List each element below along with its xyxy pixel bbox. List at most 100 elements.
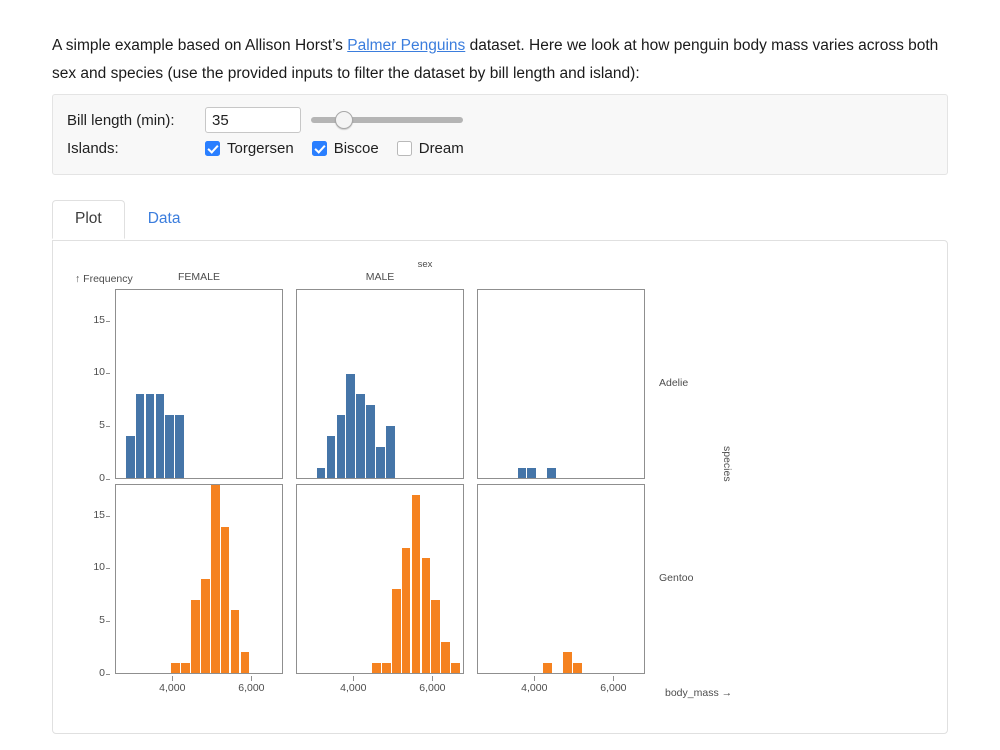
checkbox-torgersen-label: Torgersen bbox=[227, 140, 294, 157]
histogram-bar bbox=[431, 599, 441, 673]
inputs-panel: Bill length (min): Islands: Torgersen Bi… bbox=[52, 94, 948, 175]
histogram-bar bbox=[572, 662, 582, 673]
histogram-bar bbox=[391, 589, 401, 673]
x-tick-label: 6,000 bbox=[591, 676, 635, 694]
facet-panel bbox=[477, 484, 645, 674]
histogram-bar bbox=[441, 641, 450, 673]
tab-data[interactable]: Data bbox=[147, 210, 181, 227]
facet-panel bbox=[296, 484, 464, 674]
facet-col-title-sex: sex bbox=[417, 259, 433, 270]
checkbox-torgersen[interactable]: Torgersen bbox=[205, 140, 294, 157]
histogram-bar bbox=[385, 425, 395, 478]
bill-length-input[interactable] bbox=[205, 107, 301, 133]
islands-row: Islands: Torgersen Biscoe Dream bbox=[67, 140, 482, 157]
facet-col-label-female: FEMALE bbox=[177, 271, 220, 283]
checkbox-biscoe[interactable]: Biscoe bbox=[311, 140, 379, 157]
histogram-bar bbox=[145, 394, 155, 478]
histogram-bar bbox=[326, 436, 336, 478]
checkbox-torgersen-box[interactable] bbox=[205, 141, 220, 156]
tab-bar: Plot Data bbox=[52, 199, 203, 239]
palmer-penguins-link[interactable]: Palmer Penguins bbox=[347, 36, 466, 54]
histogram-bar bbox=[181, 662, 190, 673]
histogram-bars bbox=[116, 290, 282, 478]
checkbox-dream-box[interactable] bbox=[396, 141, 412, 156]
histogram-bar bbox=[562, 652, 572, 673]
checkbox-dream-label: Dream bbox=[418, 140, 464, 157]
facet-panel bbox=[115, 484, 283, 674]
x-axis-title: body_mass → bbox=[665, 687, 733, 699]
histogram-bars bbox=[478, 290, 644, 478]
tab-plot[interactable]: Plot bbox=[52, 200, 125, 239]
histogram-bar bbox=[372, 662, 381, 673]
histogram-bar bbox=[366, 404, 375, 478]
y-tick-label: 5 bbox=[81, 614, 110, 626]
y-tick-label: 0 bbox=[81, 472, 110, 484]
tab-panel-plot: ↑ Frequency body_mass → species sex FEMA… bbox=[52, 240, 948, 734]
bill-length-row: Bill length (min): bbox=[67, 107, 463, 133]
histogram-bars bbox=[297, 485, 463, 673]
histogram-bars bbox=[116, 485, 282, 673]
facet-panel bbox=[115, 289, 283, 479]
facet-row-title-species: species bbox=[721, 446, 733, 482]
slider-thumb[interactable] bbox=[335, 111, 353, 129]
histogram-bar bbox=[547, 467, 556, 478]
y-tick-label: 15 bbox=[81, 314, 110, 326]
histogram-bar bbox=[210, 485, 220, 673]
histogram-bar bbox=[376, 446, 385, 478]
y-tick-label: 10 bbox=[81, 366, 110, 378]
histogram-bar bbox=[135, 394, 145, 478]
facet-row-label-adelie: Adelie bbox=[659, 377, 689, 389]
histogram-bar bbox=[527, 467, 537, 478]
islands-label: Islands: bbox=[67, 140, 119, 157]
histogram-bar bbox=[517, 467, 527, 478]
histogram-bar bbox=[543, 662, 552, 673]
islands-checkbox-group: Torgersen Biscoe Dream bbox=[205, 140, 482, 157]
slider-track bbox=[311, 117, 463, 123]
histogram-bar bbox=[171, 662, 180, 673]
facet-col-label-male: MALE bbox=[365, 271, 395, 283]
histogram-bar bbox=[411, 495, 421, 673]
facet-row-label-gentoo: Gentoo bbox=[659, 572, 694, 584]
y-tick-label: 0 bbox=[81, 667, 110, 679]
x-tick-label: 4,000 bbox=[331, 676, 375, 694]
y-tick-label: 5 bbox=[81, 419, 110, 431]
histogram-bar bbox=[165, 415, 175, 478]
checkbox-dream[interactable]: Dream bbox=[396, 140, 464, 157]
x-tick-label: 6,000 bbox=[410, 676, 454, 694]
histogram-bar bbox=[240, 652, 250, 673]
facet-panel bbox=[296, 289, 464, 479]
x-tick-label: 6,000 bbox=[229, 676, 273, 694]
histogram-bar bbox=[346, 373, 356, 478]
histogram-bar bbox=[401, 547, 411, 673]
y-tick-label: 10 bbox=[81, 561, 110, 573]
histogram-bar bbox=[125, 436, 135, 478]
histogram-bar bbox=[155, 394, 165, 478]
histogram-bar bbox=[316, 467, 326, 478]
histogram-bars bbox=[297, 290, 463, 478]
checkbox-biscoe-label: Biscoe bbox=[333, 140, 379, 157]
intro-paragraph: A simple example based on Allison Horst’… bbox=[52, 32, 952, 88]
histogram-bar bbox=[451, 662, 460, 673]
histogram-bars bbox=[478, 485, 644, 673]
histogram-bar bbox=[191, 599, 200, 673]
histogram-bar bbox=[421, 558, 431, 673]
histogram-bar bbox=[230, 610, 240, 673]
bill-length-slider[interactable] bbox=[311, 109, 463, 131]
facet-panel bbox=[477, 289, 645, 479]
histogram-bar bbox=[200, 579, 210, 673]
histogram-bar bbox=[381, 662, 391, 673]
penguin-histogram-facet-plot: ↑ Frequency body_mass → species sex FEMA… bbox=[53, 241, 949, 735]
intro-text-after: dataset. Here we look at how penguin bod… bbox=[52, 36, 939, 82]
y-tick-label: 15 bbox=[81, 509, 110, 521]
intro-text-before: A simple example based on Allison Horst’… bbox=[52, 36, 348, 54]
histogram-bar bbox=[336, 415, 346, 478]
bill-length-label: Bill length (min): bbox=[67, 111, 175, 129]
histogram-bar bbox=[356, 394, 365, 478]
histogram-bar bbox=[220, 526, 230, 673]
checkbox-biscoe-box[interactable] bbox=[311, 141, 327, 156]
y-axis-title: ↑ Frequency bbox=[75, 273, 133, 285]
x-tick-label: 4,000 bbox=[150, 676, 194, 694]
x-tick-label: 4,000 bbox=[512, 676, 556, 694]
histogram-bar bbox=[175, 415, 184, 478]
